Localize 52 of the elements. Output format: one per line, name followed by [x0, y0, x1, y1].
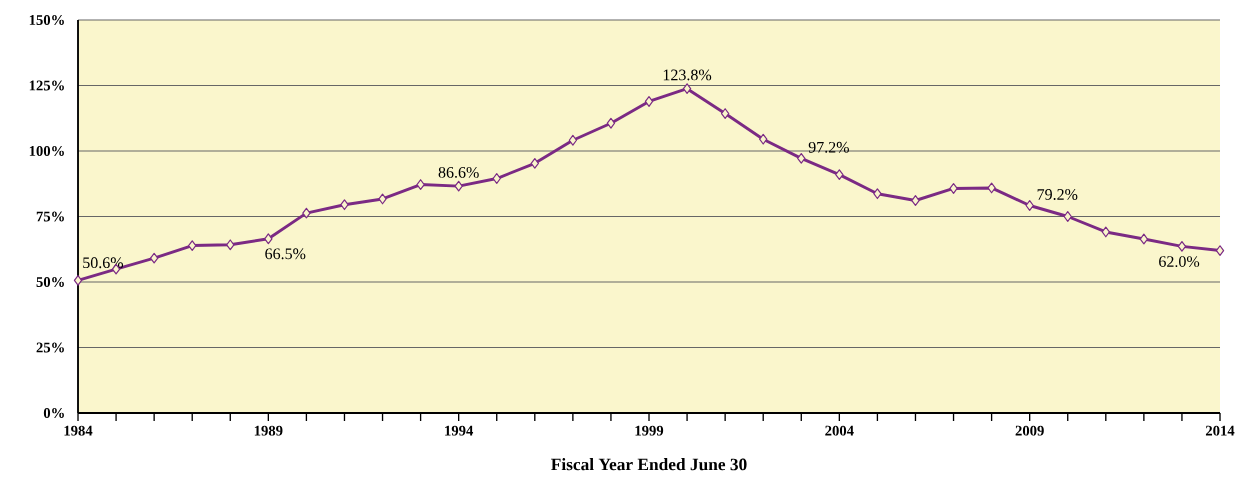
- data-label: 50.6%: [83, 257, 124, 269]
- point: [1101, 226, 1111, 238]
- point: [987, 182, 996, 194]
- point: [835, 169, 844, 180]
- point: [797, 152, 806, 164]
- y-tick-label: 125%: [29, 80, 64, 91]
- point: [226, 239, 235, 251]
- point: [1139, 233, 1149, 245]
- point: [1177, 240, 1187, 252]
- x-tick-label: 1994: [445, 425, 474, 436]
- x-axis-title: Fiscal Year Ended June 30: [551, 458, 747, 471]
- point: [606, 117, 616, 129]
- point: [911, 195, 920, 206]
- point: [73, 275, 83, 286]
- y-tick-label: 75%: [36, 211, 64, 222]
- point: [264, 233, 273, 245]
- point: [188, 240, 197, 251]
- y-tick-label: 100%: [29, 146, 64, 156]
- point: [340, 199, 349, 211]
- point: [1025, 200, 1034, 211]
- data-label: 86.6%: [438, 166, 479, 178]
- x-tick-label: 1984: [64, 425, 93, 436]
- x-tick-label: 1989: [254, 425, 283, 436]
- point: [530, 157, 540, 169]
- x-tick-label: 2004: [825, 425, 854, 436]
- point: [644, 96, 654, 107]
- y-tick-label: 0%: [43, 408, 64, 418]
- point: [416, 179, 425, 190]
- point: [149, 252, 159, 264]
- point: [454, 180, 463, 192]
- point: [302, 207, 311, 219]
- x-tick-label: 2009: [1015, 425, 1044, 436]
- point: [492, 173, 501, 184]
- x-tick-label: 1999: [635, 425, 664, 436]
- point: [873, 188, 882, 200]
- point: [949, 183, 958, 194]
- x-tick-label: 2014: [1205, 425, 1235, 436]
- data-label: 66.5%: [265, 248, 306, 260]
- point: [1215, 245, 1225, 256]
- data-label: 97.2%: [808, 141, 849, 153]
- point: [568, 134, 578, 146]
- data-label: 79.2%: [1037, 189, 1078, 200]
- point: [378, 193, 387, 205]
- data-label: 123.8%: [663, 69, 712, 81]
- data-label: 62.0%: [1159, 256, 1200, 268]
- point: [682, 83, 692, 95]
- y-tick-label: 50%: [36, 277, 64, 287]
- point: [720, 108, 730, 119]
- y-tick-label: 25%: [36, 342, 64, 353]
- y-tick-label: 150%: [29, 15, 64, 25]
- point: [759, 133, 768, 145]
- point: [1063, 211, 1072, 222]
